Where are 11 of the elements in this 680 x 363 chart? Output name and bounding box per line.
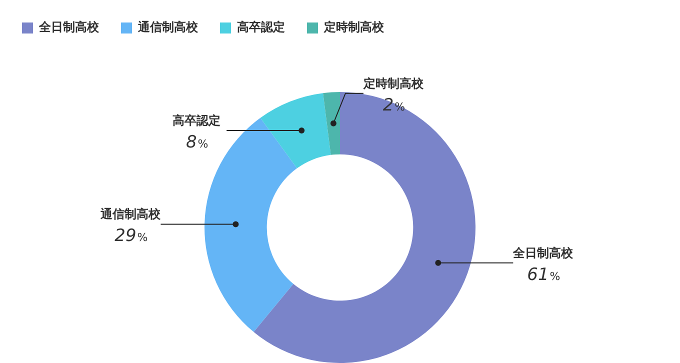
data-label: 29%	[114, 226, 148, 246]
slice-label: 高卒認定	[172, 113, 221, 128]
slice-label: 定時制高校	[362, 76, 424, 90]
slice-label: 全日制高校	[512, 246, 574, 260]
legend-label: 全日制高校	[38, 20, 100, 34]
legend-label: 通信制高校	[137, 20, 199, 34]
data-label: 61%	[527, 264, 560, 285]
data-label: 8%	[186, 132, 208, 152]
legend-label: 高卒認定	[237, 20, 285, 34]
slice-label: 通信制高校	[100, 207, 162, 222]
legend-label: 定時制高校	[323, 20, 385, 34]
